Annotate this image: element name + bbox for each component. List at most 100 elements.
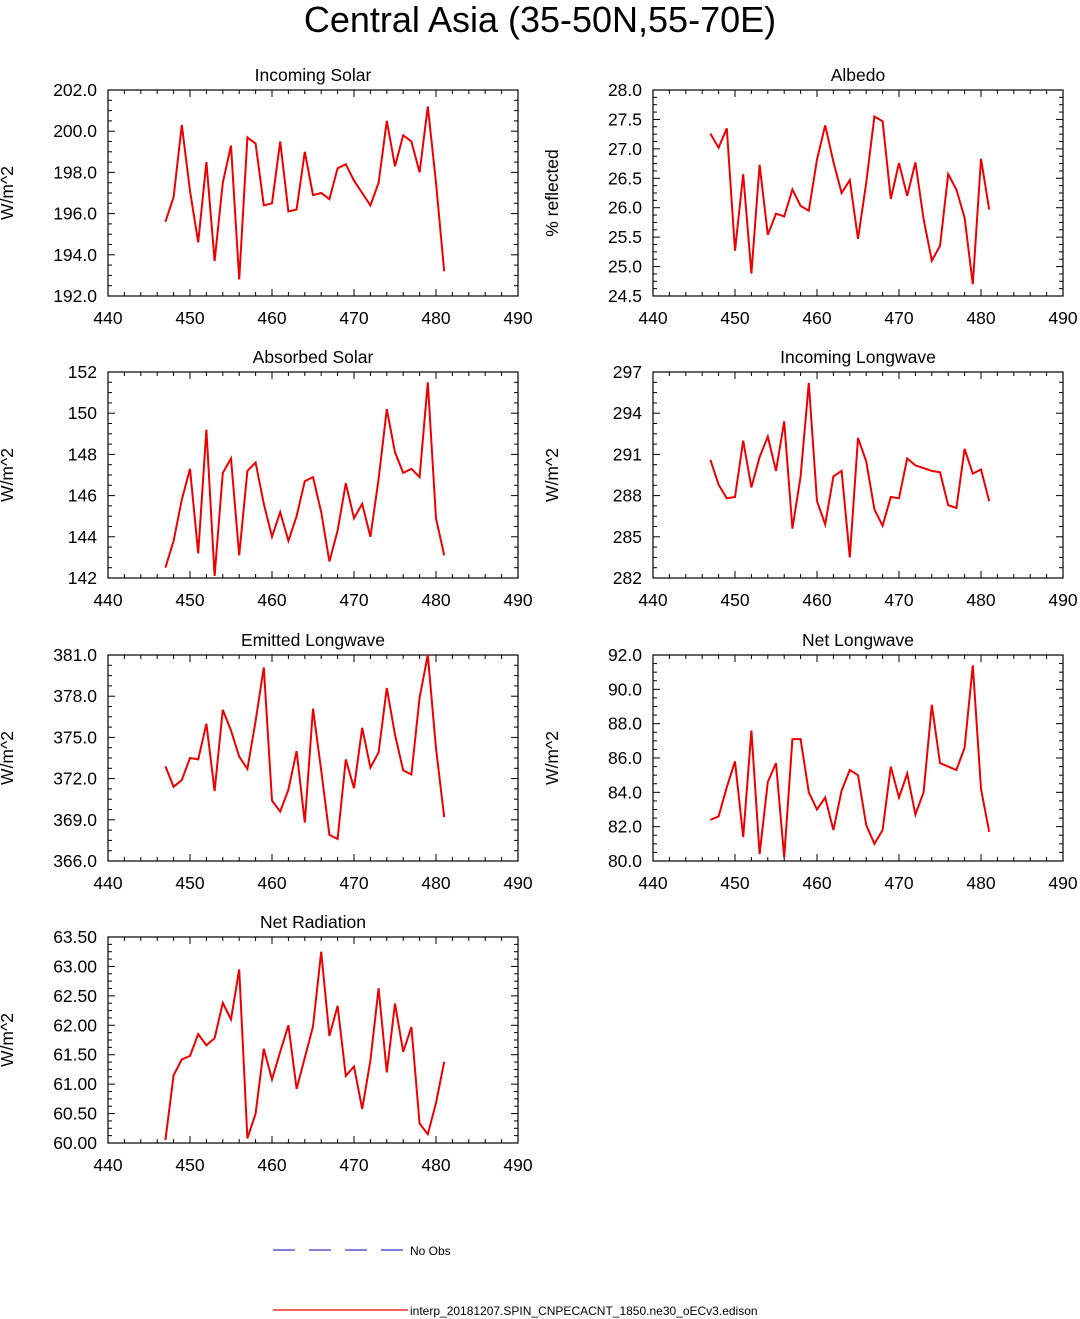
x-tick-label: 460 (257, 308, 286, 328)
x-tick-label: 480 (966, 308, 995, 328)
x-tick-label: 450 (720, 873, 749, 893)
y-tick-label: 294 (613, 403, 642, 423)
y-tick-label: 150 (68, 403, 97, 423)
x-tick-label: 490 (503, 308, 532, 328)
x-tick-label: 440 (93, 873, 122, 893)
y-tick-label: 61.50 (53, 1045, 97, 1065)
y-tick-label: 196.0 (53, 204, 97, 224)
x-tick-label: 490 (503, 873, 532, 893)
x-tick-label: 460 (802, 873, 831, 893)
y-tick-label: 26.0 (608, 198, 642, 218)
x-tick-label: 440 (93, 590, 122, 610)
chart-panel-3: Absorbed Solar W/m^2 440 450 460 470 480 490 142… (0, 347, 533, 610)
y-tick-label: 92.0 (608, 645, 642, 665)
chart-title: Incoming Longwave (780, 347, 936, 367)
chart-panel-4: Incoming Longwave W/m^2 440 450 460 470 480 490… (542, 347, 1078, 610)
y-tick-label: 198.0 (53, 162, 97, 182)
chart-panel-7: Net Radiation W/m^2 440 450 460 470 480 490 60.0… (0, 912, 533, 1175)
y-tick-label: 288 (613, 486, 642, 506)
y-tick-label: 291 (613, 444, 642, 464)
plot-frame (652, 89, 1064, 297)
chart-title: Emitted Longwave (241, 630, 385, 650)
x-tick-label: 480 (966, 873, 995, 893)
x-tick-label: 470 (339, 1155, 368, 1175)
x-tick-label: 480 (421, 308, 450, 328)
y-tick-label: 80.0 (608, 851, 642, 871)
series-line (164, 382, 446, 576)
x-tick-label: 470 (884, 590, 913, 610)
series-line (164, 654, 446, 841)
y-tick-label: 202.0 (53, 80, 97, 100)
x-tick-label: 440 (93, 308, 122, 328)
x-tick-label: 440 (93, 1155, 122, 1175)
x-tick-label: 460 (257, 1155, 286, 1175)
y-tick-label: 148 (68, 444, 97, 464)
y-tick-label: 200.0 (53, 121, 97, 141)
x-tick-label: 470 (884, 873, 913, 893)
x-tick-label: 470 (339, 308, 368, 328)
x-tick-label: 460 (257, 590, 286, 610)
x-tick-label: 450 (175, 308, 204, 328)
plot-frame (652, 654, 1064, 862)
y-axis-label: W/m^2 (542, 448, 562, 502)
x-tick-label: 460 (802, 308, 831, 328)
x-tick-label: 460 (802, 590, 831, 610)
y-tick-label: 297 (613, 362, 642, 382)
y-tick-label: 375.0 (53, 727, 97, 747)
x-tick-label: 450 (720, 590, 749, 610)
y-tick-label: 378.0 (53, 686, 97, 706)
y-tick-label: 194.0 (53, 245, 97, 265)
x-tick-label: 470 (884, 308, 913, 328)
x-tick-label: 450 (175, 1155, 204, 1175)
x-tick-label: 490 (503, 1155, 532, 1175)
y-tick-label: 28.0 (608, 80, 642, 100)
x-tick-label: 440 (638, 873, 667, 893)
x-tick-label: 480 (966, 590, 995, 610)
y-axis-label: W/m^2 (0, 731, 17, 785)
chart-panel-2: Albedo % reflected 440 450 460 470 480 490 24.5 2… (542, 65, 1078, 328)
y-tick-label: 90.0 (608, 679, 642, 699)
x-tick-label: 490 (1048, 590, 1077, 610)
y-tick-label: 144 (68, 527, 97, 547)
x-tick-label: 480 (421, 873, 450, 893)
series-line (710, 665, 991, 858)
y-tick-label: 282 (613, 568, 642, 588)
x-tick-label: 480 (421, 1155, 450, 1175)
chart-panel-5: Emitted Longwave W/m^2 440 450 460 470 480 490 3… (0, 630, 533, 893)
plot-frame (107, 654, 519, 862)
y-axis-label: % reflected (542, 149, 562, 237)
y-tick-label: 25.0 (608, 257, 642, 277)
y-axis-label: W/m^2 (542, 731, 562, 785)
plot-frame (107, 371, 519, 579)
y-tick-label: 146 (68, 486, 97, 506)
chart-title: Net Radiation (260, 912, 366, 932)
x-tick-label: 440 (638, 308, 667, 328)
y-tick-label: 62.50 (53, 986, 97, 1006)
x-tick-label: 490 (503, 590, 532, 610)
y-tick-label: 60.00 (53, 1133, 97, 1153)
y-axis-label: W/m^2 (0, 448, 17, 502)
y-tick-label: 86.0 (608, 748, 642, 768)
y-tick-label: 84.0 (608, 782, 642, 802)
y-tick-label: 88.0 (608, 714, 642, 734)
chart-title: Incoming Solar (255, 65, 372, 85)
y-axis-label: W/m^2 (0, 1013, 17, 1067)
y-axis-label: W/m^2 (0, 166, 17, 220)
y-tick-label: 25.5 (608, 227, 642, 247)
y-tick-label: 27.5 (608, 109, 642, 129)
series-line (709, 114, 991, 285)
chart-title: Albedo (831, 65, 886, 85)
series-line (709, 382, 991, 558)
x-tick-label: 450 (175, 873, 204, 893)
y-tick-label: 142 (68, 568, 97, 588)
x-tick-label: 490 (1048, 873, 1077, 893)
y-tick-label: 60.50 (53, 1104, 97, 1124)
y-tick-label: 366.0 (53, 851, 97, 871)
y-tick-label: 285 (613, 527, 642, 547)
y-tick-label: 192.0 (53, 286, 97, 306)
x-tick-label: 450 (175, 590, 204, 610)
chart-title: Absorbed Solar (253, 347, 374, 367)
x-tick-label: 470 (339, 590, 368, 610)
y-tick-label: 369.0 (53, 810, 97, 830)
